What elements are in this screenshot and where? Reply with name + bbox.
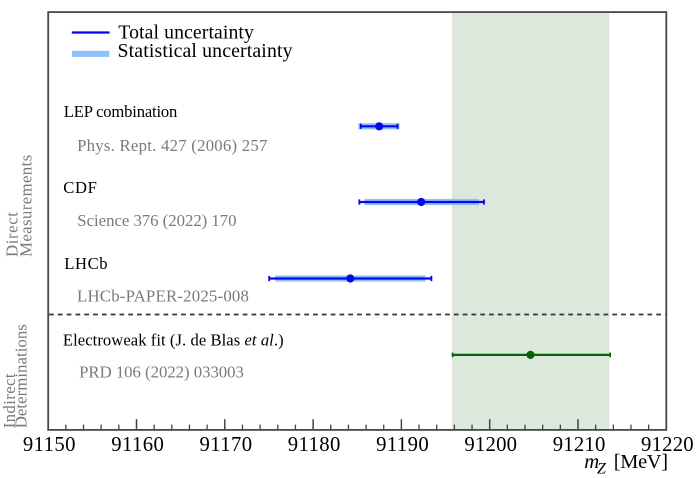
svg-text:LHCb: LHCb [64, 254, 107, 273]
svg-text:Indirect: Indirect [0, 373, 19, 428]
svg-text:91180: 91180 [288, 434, 341, 456]
svg-text:91190: 91190 [376, 434, 429, 456]
svg-text:Total uncertainty: Total uncertainty [118, 22, 254, 44]
svg-text:91150: 91150 [23, 434, 76, 456]
svg-text:Z: Z [597, 460, 607, 477]
svg-text:PRD 106 (2022) 033003: PRD 106 (2022) 033003 [79, 363, 244, 382]
svg-text:CDF: CDF [63, 178, 97, 197]
svg-text:Determinations: Determinations [12, 324, 31, 428]
svg-text:LHCb-PAPER-2025-008: LHCb-PAPER-2025-008 [77, 287, 249, 306]
svg-text:m: m [584, 451, 599, 473]
svg-text:Statistical uncertainty: Statistical uncertainty [118, 40, 293, 62]
svg-text:Direct: Direct [2, 212, 21, 257]
svg-text:91170: 91170 [200, 434, 253, 456]
svg-text:Measurements: Measurements [16, 155, 35, 257]
svg-text:LEP combination: LEP combination [64, 102, 178, 121]
svg-text:91160: 91160 [111, 434, 164, 456]
svg-text:[MeV]: [MeV] [614, 451, 668, 473]
svg-text:91210: 91210 [553, 434, 606, 456]
svg-text:91220: 91220 [641, 434, 694, 456]
svg-text:91200: 91200 [464, 434, 517, 456]
svg-text:Electroweak fit (J. de Blas et: Electroweak fit (J. de Blas et al.) [63, 331, 284, 350]
svg-text:Phys. Rept. 427 (2006) 257: Phys. Rept. 427 (2006) 257 [77, 136, 267, 155]
svg-text:Science 376 (2022) 170: Science 376 (2022) 170 [77, 211, 236, 230]
